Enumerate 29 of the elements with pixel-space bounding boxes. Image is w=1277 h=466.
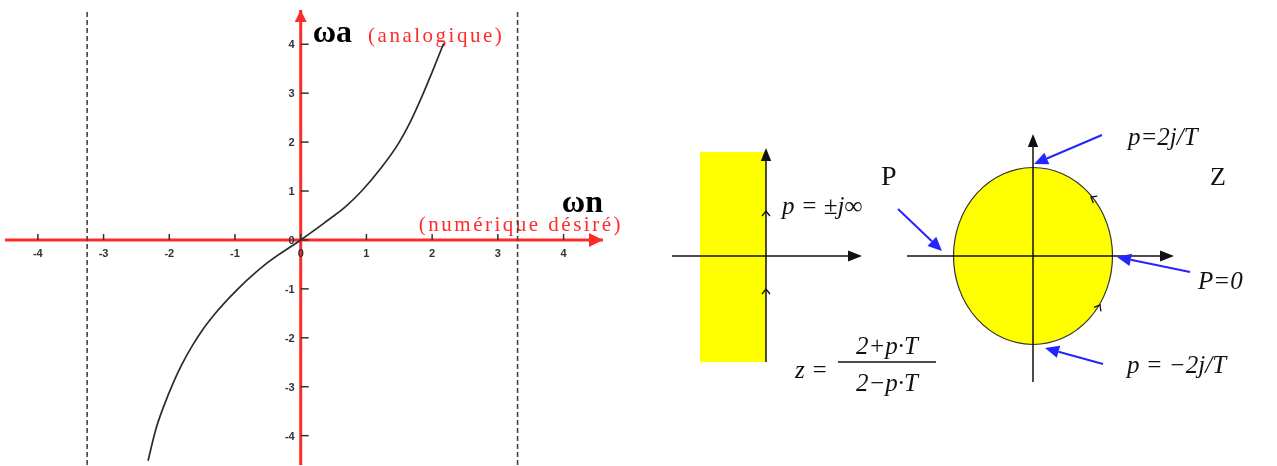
x-tick-label: 0 — [297, 246, 304, 259]
text: p=2j/T — [1126, 123, 1200, 150]
x-tick-label: 3 — [494, 246, 501, 259]
y-tick-label: -4 — [284, 429, 296, 442]
text: z = — [794, 356, 828, 383]
y-tick-label: 3 — [288, 87, 295, 100]
y-tick-label: -2 — [284, 331, 295, 344]
x-tick-label: -3 — [98, 246, 109, 259]
y-tick-label: 2 — [288, 136, 295, 149]
text: P=0 — [1197, 267, 1244, 294]
text: P — [881, 160, 897, 191]
x-tick-label: 1 — [363, 246, 370, 259]
x-tick-label: -4 — [32, 246, 44, 259]
y-tick-label: 4 — [288, 38, 296, 51]
x-axis-title: ωn (numérique désiré) — [418, 182, 623, 236]
y-tick-label: 0 — [288, 233, 295, 246]
x-tick-label: -2 — [164, 246, 175, 259]
y-axis-title: ωa (analogique) — [312, 13, 505, 49]
text: Z — [1210, 162, 1226, 191]
x-tick-label: 2 — [429, 246, 436, 259]
text: p = −2j/T — [1125, 351, 1229, 378]
x-tick-label: 4 — [560, 246, 568, 259]
text: p = ±j∞ — [780, 192, 863, 219]
text: 2−p·T — [855, 369, 921, 396]
y-tick-label: -3 — [284, 380, 295, 393]
y-tick-label: 1 — [288, 185, 295, 198]
text: 2+p·T — [855, 332, 921, 359]
y-tick-label: -1 — [284, 282, 295, 295]
x-tick-label: -1 — [230, 246, 240, 259]
